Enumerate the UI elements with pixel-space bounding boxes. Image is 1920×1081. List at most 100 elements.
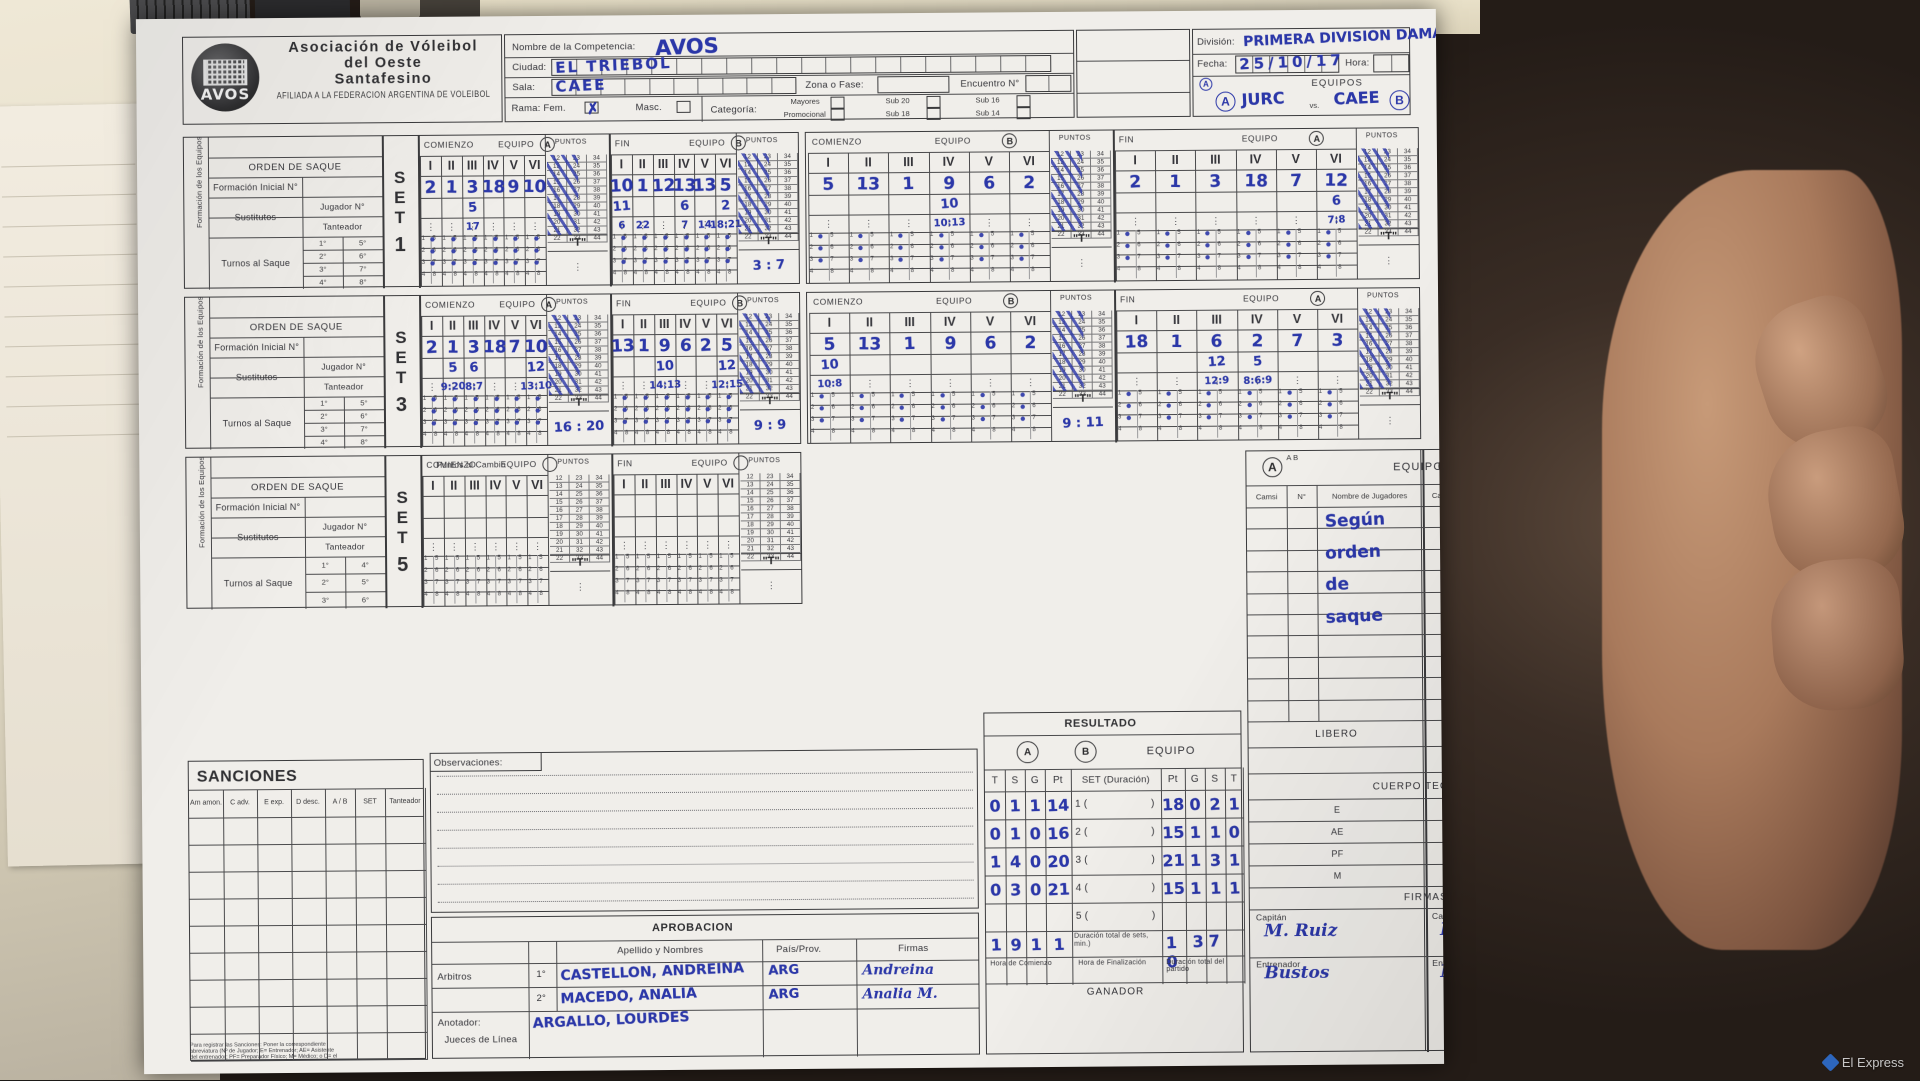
res-total-0: 1 xyxy=(990,934,1003,955)
observaciones-line-4 xyxy=(437,843,974,849)
sanciones-title: SANCIONES xyxy=(196,767,298,786)
roman-1: II xyxy=(1171,152,1179,168)
serve-order-label: ORDEN DE SAQUE xyxy=(249,321,343,333)
label-fin: FIN xyxy=(614,138,631,149)
match-number-input[interactable] xyxy=(1025,74,1072,93)
resultado-block: RESULTADO A B EQUIPO T S G Pt SET (Duración)… xyxy=(983,710,1246,1055)
formation-side-label: Formación de los Equipos xyxy=(195,296,206,388)
match-number-label: Encuentro N° xyxy=(960,78,1020,90)
roman-1: II xyxy=(641,477,649,492)
dot-cell-3: ⋮ xyxy=(1252,374,1262,385)
category-sub16-label: Sub 16 xyxy=(975,95,1000,105)
check-icon: ✗ xyxy=(585,99,601,119)
tl-mark: "T" xyxy=(1381,390,1399,403)
dot-cell-2: ⋮ xyxy=(1212,375,1222,386)
category-mayores-checkbox[interactable] xyxy=(830,96,845,109)
label-equipo: EQUIPO xyxy=(935,295,973,306)
resultado-grid: T S G Pt SET (Duración) Pt G S T 0 1 1 14 1 () 18 0 2 1 0 1… xyxy=(984,712,1246,997)
set-letter-0: S xyxy=(395,327,408,347)
tl-mark: "T" xyxy=(568,236,587,249)
watermark: El Express xyxy=(1821,1053,1904,1072)
category-sub20-checkbox[interactable] xyxy=(926,95,941,108)
turn-label-0-a: 1° xyxy=(320,398,328,408)
roman-0: I xyxy=(622,477,626,492)
roman-2: III xyxy=(466,158,478,173)
label-comienzo: COMIENZO xyxy=(813,296,864,307)
category-sub16-checkbox[interactable] xyxy=(1016,95,1031,108)
formation-side-label: Formación de los Equipos xyxy=(194,136,204,228)
res-left-0-0: 0 xyxy=(989,795,1002,816)
category-promocional-checkbox[interactable] xyxy=(830,108,845,121)
dot-cell-2: ⋮ xyxy=(904,217,914,228)
roman-3: IV xyxy=(486,158,499,173)
turn-label-2-a: 3° xyxy=(320,424,328,434)
turn-mark-2-5: • xyxy=(533,415,543,431)
player-no-label: Jugador N° xyxy=(321,361,366,372)
turn-label-3-a: 4° xyxy=(320,437,328,447)
roman-3: IV xyxy=(943,314,956,329)
org-line-3: Santafesino xyxy=(334,70,433,88)
res-right-2-0: 21 xyxy=(1161,850,1186,871)
dot-cell-1: ⋮ xyxy=(449,541,459,552)
tl-mark: "T" xyxy=(571,556,589,569)
turn-mark-2-1: • xyxy=(641,415,650,430)
res-head-left-3: Pt xyxy=(1052,774,1063,786)
zone-input[interactable] xyxy=(877,75,950,94)
turn-mark-2-4: • xyxy=(1284,249,1293,265)
res-left-2-0: 1 xyxy=(989,851,1002,872)
observaciones-label-box: Observaciones: xyxy=(429,751,542,772)
turn-mark-2-4: • xyxy=(513,416,522,431)
fin-score: 3 : 7 xyxy=(752,257,786,274)
category-sub14-checkbox[interactable] xyxy=(1016,107,1031,120)
roman-2: III xyxy=(903,155,914,170)
res-right-0-2: 2 xyxy=(1209,793,1222,814)
roster-col-no-0: N° xyxy=(1297,491,1306,501)
res-set-0: 1 ( xyxy=(1075,798,1088,810)
cuerpo-tecnico-label: CUERPO TECNICO xyxy=(1372,780,1445,792)
dot-cell-5: ⋮ xyxy=(1333,374,1343,385)
time-input[interactable] xyxy=(1373,54,1410,73)
observaciones-block[interactable]: Observaciones: xyxy=(429,748,979,913)
branch-masc-checkbox[interactable] xyxy=(676,100,691,113)
dot-cell-5: ⋮ xyxy=(533,540,543,551)
dot-cell-0: ⋮ xyxy=(824,218,834,229)
total-time-label: Duración total del partido xyxy=(1166,958,1225,974)
turn-mark-2-3: • xyxy=(683,414,692,429)
volleyball-net-icon xyxy=(203,59,248,86)
turn-label-2-a: 3° xyxy=(319,264,327,274)
roman-0: I xyxy=(827,315,832,330)
turn-label-3-b: 8° xyxy=(359,277,367,287)
roman-4: V xyxy=(1292,312,1302,327)
puntos-al-cambio-label: Puntos al Cambio xyxy=(436,459,506,470)
serve-turns-label: Turnos al Saque xyxy=(223,577,293,589)
label-equipo: EQUIPO xyxy=(500,459,537,470)
tl-mark: "T" xyxy=(759,235,778,248)
roman-5: VI xyxy=(528,157,541,173)
puntos-label: PUNTOS xyxy=(1365,132,1398,140)
branch-fem-checkbox[interactable]: ✗ xyxy=(584,100,600,118)
category-sub18-checkbox[interactable] xyxy=(926,107,941,120)
sub-player-3: 6 xyxy=(679,198,690,214)
